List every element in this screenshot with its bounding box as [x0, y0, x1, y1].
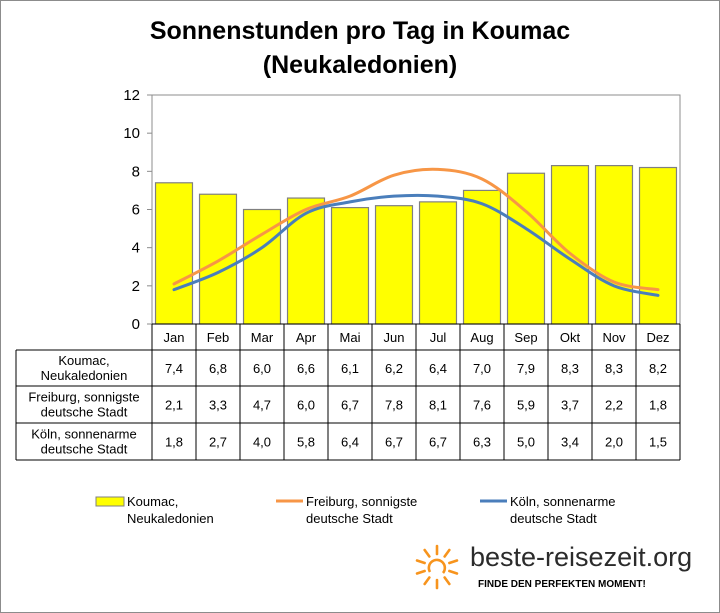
x-tick-label: Mar	[251, 330, 274, 345]
plot-area	[151, 94, 681, 325]
data-label: 2,1	[165, 398, 183, 413]
table-row-label: deutsche Stadt	[41, 405, 128, 420]
bar	[374, 205, 414, 325]
data-label: 1,8	[649, 398, 667, 413]
bar	[154, 182, 194, 325]
data-label: 8,1	[429, 398, 447, 413]
line-koeln	[172, 193, 660, 297]
data-label: 7,6	[473, 398, 491, 413]
data-label: 6,4	[429, 361, 447, 376]
legend-label: deutsche Stadt	[306, 511, 393, 526]
data-label: 1,5	[649, 435, 667, 450]
sun-logo-icon	[415, 544, 459, 590]
data-label: 6,3	[473, 435, 491, 450]
table-row-label: Köln, sonnenarme	[31, 427, 137, 442]
y-tick-label: 6	[132, 202, 140, 219]
data-label: 5,8	[297, 435, 315, 450]
chart-title: Sonnenstunden pro Tag in Koumac (Neukale…	[0, 14, 720, 82]
data-label: 3,3	[209, 398, 227, 413]
legend-swatch-koumac	[95, 496, 125, 507]
bar	[330, 206, 370, 325]
bar	[198, 193, 238, 325]
data-label: 6,7	[385, 435, 403, 450]
x-tick-label: Jan	[164, 330, 185, 345]
data-label: 6,4	[341, 435, 359, 450]
data-label: 6,7	[429, 435, 447, 450]
data-label: 4,7	[253, 398, 271, 413]
data-label: 7,0	[473, 361, 491, 376]
data-label: 7,9	[517, 361, 535, 376]
x-tick-label: Dez	[646, 330, 669, 345]
bar	[506, 172, 546, 325]
data-label: 6,2	[385, 361, 403, 376]
legend-label: Köln, sonnenarme	[510, 494, 616, 509]
x-tick-label: Jun	[384, 330, 405, 345]
y-tick-label: 10	[123, 125, 140, 142]
y-tick-label: 4	[132, 240, 140, 257]
bar	[286, 197, 326, 325]
bar	[462, 189, 502, 325]
x-tick-label: Feb	[207, 330, 229, 345]
data-label: 6,6	[297, 361, 315, 376]
data-label: 7,4	[165, 361, 183, 376]
logo-slogan: FINDE DEN PERFEKTEN MOMENT!	[478, 579, 646, 590]
y-tick-label: 2	[132, 278, 140, 295]
table-row-label: Neukaledonien	[41, 368, 128, 383]
data-label: 8,2	[649, 361, 667, 376]
x-tick-label: Nov	[602, 330, 626, 345]
data-label: 6,0	[253, 361, 271, 376]
data-label: 3,7	[561, 398, 579, 413]
x-tick-label: Aug	[470, 330, 493, 345]
y-tick-label: 12	[123, 87, 140, 104]
legend-label: deutsche Stadt	[510, 511, 597, 526]
table-row-label: Freiburg, sonnigste	[28, 390, 139, 405]
legend-label: Neukaledonien	[127, 511, 214, 526]
logo-wordmark: beste-reisezeit.org	[470, 542, 692, 572]
data-label: 2,7	[209, 435, 227, 450]
data-label: 3,4	[561, 435, 579, 450]
x-tick-label: Apr	[296, 330, 317, 345]
bar	[418, 201, 458, 325]
bar	[594, 165, 634, 325]
line-freiburg	[172, 167, 660, 292]
x-tick-label: Jul	[430, 330, 447, 345]
data-label: 2,0	[605, 435, 623, 450]
x-tick-label: Mai	[340, 330, 361, 345]
data-label: 5,0	[517, 435, 535, 450]
data-label: 1,8	[165, 435, 183, 450]
data-label: 8,3	[561, 361, 579, 376]
data-label: 7,8	[385, 398, 403, 413]
data-label: 2,2	[605, 398, 623, 413]
table-row-label: deutsche Stadt	[41, 442, 128, 457]
data-label: 6,1	[341, 361, 359, 376]
data-label: 4,0	[253, 435, 271, 450]
data-label: 5,9	[517, 398, 535, 413]
bar	[638, 166, 678, 325]
data-label: 6,7	[341, 398, 359, 413]
legend-label: Koumac,	[127, 494, 178, 509]
chart-title-line-1: Sonnenstunden pro Tag in Koumac	[149, 17, 571, 45]
chart-title-line-2: (Neukaledonien)	[262, 51, 458, 79]
data-label: 8,3	[605, 361, 623, 376]
legend-label: Freiburg, sonnigste	[306, 494, 417, 509]
y-tick-label: 0	[132, 316, 140, 333]
bar	[550, 165, 590, 325]
x-tick-label: Sep	[514, 330, 537, 345]
data-label: 6,0	[297, 398, 315, 413]
x-tick-label: Okt	[560, 330, 581, 345]
y-tick-label: 8	[132, 163, 140, 180]
table-row-label: Koumac,	[58, 353, 109, 368]
data-label: 6,8	[209, 361, 227, 376]
